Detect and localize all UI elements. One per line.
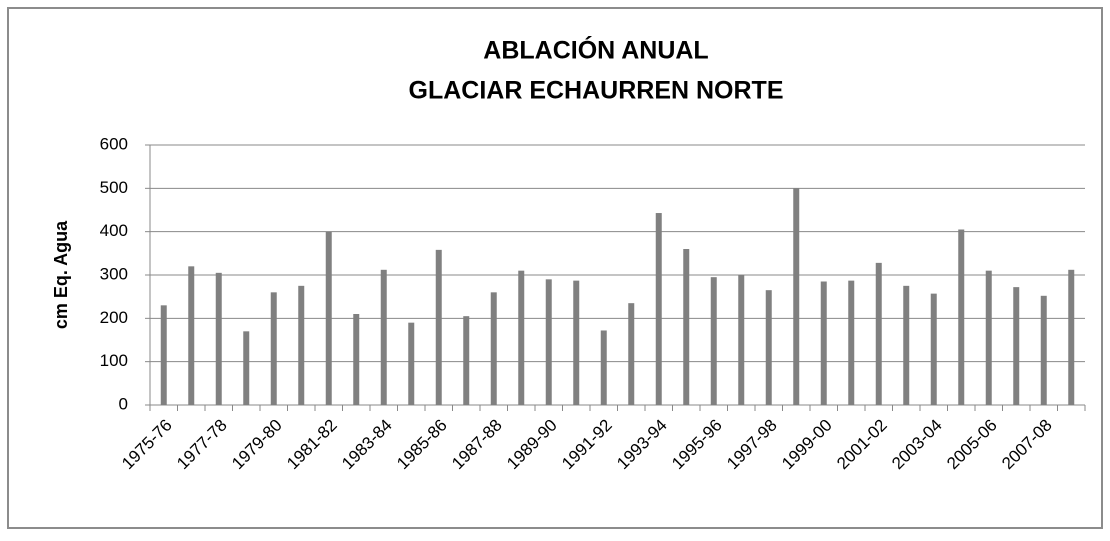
bar — [848, 280, 855, 405]
bar — [655, 213, 662, 405]
y-tick-label: 400 — [100, 221, 128, 240]
bar — [765, 290, 772, 405]
bar — [930, 293, 937, 405]
chart-title: ABLACIÓN ANUAL — [483, 35, 708, 65]
y-axis-label: cm Eq. Agua — [51, 220, 71, 329]
bar — [1068, 269, 1075, 405]
bar — [490, 292, 497, 405]
bar — [545, 279, 552, 405]
bar — [573, 280, 580, 405]
bar — [600, 330, 607, 405]
y-tick-label: 100 — [100, 351, 128, 370]
bar — [1013, 287, 1020, 405]
bar — [1040, 295, 1047, 405]
bar — [270, 292, 277, 405]
bar — [435, 249, 442, 405]
y-tick-label: 500 — [100, 178, 128, 197]
bar — [820, 281, 827, 405]
y-tick-label: 300 — [100, 264, 128, 283]
bar — [683, 249, 690, 405]
bar — [215, 272, 222, 405]
bar — [353, 314, 360, 405]
bar — [518, 270, 525, 405]
bar — [463, 316, 470, 405]
bar — [408, 322, 415, 405]
bar — [903, 285, 910, 405]
bar — [793, 188, 800, 405]
y-tick-label: 600 — [100, 134, 128, 153]
y-tick-label: 0 — [119, 394, 128, 413]
y-tick-label: 200 — [100, 308, 128, 327]
bar — [958, 229, 965, 405]
bar — [738, 275, 745, 405]
bar — [985, 270, 992, 405]
bar — [243, 331, 250, 405]
bar — [188, 266, 195, 405]
bar — [628, 303, 635, 405]
bar — [298, 285, 305, 405]
bar — [875, 262, 882, 405]
chart-subtitle: GLACIAR ECHAURREN NORTE — [409, 77, 784, 105]
bar — [160, 305, 167, 405]
bar — [325, 231, 332, 405]
bar — [710, 277, 717, 405]
bar — [380, 269, 387, 405]
